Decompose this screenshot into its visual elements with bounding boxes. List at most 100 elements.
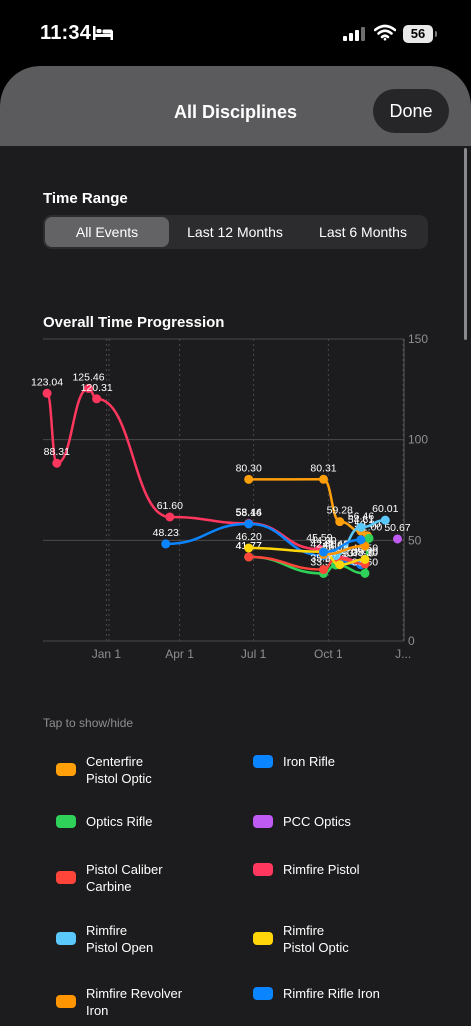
data-label: 80.31: [310, 462, 336, 474]
sheet-title: All Disciplines: [173, 102, 298, 122]
data-point: [244, 543, 254, 553]
legend-label: Rimfire Pistol Open: [86, 922, 246, 956]
data-point: [84, 383, 94, 393]
legend-label-line: Rimfire: [283, 923, 325, 938]
scroll-indicator[interactable]: [464, 148, 467, 340]
x-tick-label: Apr 1: [165, 647, 194, 661]
data-label: 58.44: [236, 506, 262, 518]
data-label: 48.23: [153, 527, 179, 539]
data-point: [356, 522, 366, 532]
x-tick-label: Oct 1: [314, 647, 343, 661]
data-point: [244, 519, 254, 529]
data-point: [42, 388, 52, 398]
y-tick-label: 150: [408, 332, 428, 346]
legend-swatch: [56, 763, 76, 776]
legend-label-line: Carbine: [86, 879, 132, 894]
data-point: [335, 560, 345, 570]
data-point: [356, 535, 366, 545]
data-label: 46.20: [236, 531, 262, 543]
legend-label-line: Pistol Optic: [283, 940, 349, 955]
legend-swatch: [253, 815, 273, 828]
sheet-header: All Disciplines Done: [0, 66, 471, 146]
legend-swatch: [56, 995, 76, 1008]
series-line: [248, 546, 366, 566]
data-point: [244, 474, 254, 484]
time-range-label: Time Range: [43, 190, 128, 207]
time-range-segmented-control: All Events Last 12 Months Last 6 Months: [43, 215, 428, 249]
segment-all-events[interactable]: All Events: [45, 217, 169, 247]
legend-label-line: Pistol Caliber: [86, 862, 163, 877]
data-point: [360, 568, 370, 578]
y-tick-label: 0: [408, 634, 415, 648]
data-label: 59.28: [327, 505, 353, 517]
battery-tip: [435, 31, 437, 37]
legend-swatch: [253, 987, 273, 1000]
data-label: 60.01: [372, 503, 398, 515]
segment-last-12-months[interactable]: Last 12 Months: [187, 224, 283, 240]
legend-label: Rimfire Pistol: [283, 861, 443, 878]
data-label: 39.00: [352, 545, 378, 557]
data-point: [319, 547, 329, 557]
sleep-focus-icon: [93, 26, 113, 40]
legend-label: Rimfire Rifle Iron: [283, 985, 443, 1002]
legend-label: Optics Rifle: [86, 813, 246, 830]
legend-label-line: Rimfire Revolver: [86, 986, 183, 1001]
data-label: 38.30: [352, 547, 378, 559]
status-bar: 11:34 56: [0, 0, 471, 66]
legend-swatch: [56, 871, 76, 884]
y-tick-label: 100: [408, 433, 428, 447]
x-tick-label: J...: [395, 647, 411, 661]
legend-label: PCC Optics: [283, 813, 443, 830]
cellular-signal-icon: [343, 27, 365, 41]
data-point: [364, 533, 374, 543]
data-label: 50.67: [384, 522, 410, 534]
legend-label: Rimfire Revolver Iron: [86, 985, 246, 1019]
wifi-icon: [374, 24, 396, 41]
modal-sheet: All Disciplines Done Time Range All Even…: [0, 66, 471, 1026]
legend-label-line: Rimfire Pistol: [283, 862, 360, 877]
data-point: [319, 474, 329, 484]
data-point: [52, 458, 62, 468]
legend-label-line: Rimfire: [86, 923, 128, 938]
legend-label-line: Pistol Optic: [86, 771, 152, 786]
y-tick-label: 50: [408, 533, 422, 547]
data-label: 41.90: [323, 540, 349, 552]
legend-swatch: [56, 932, 76, 945]
data-label: 125.46: [72, 371, 104, 383]
data-label: 61.60: [157, 500, 183, 512]
chart-title: Overall Time Progression: [43, 314, 225, 331]
data-point: [244, 552, 254, 562]
legend-label-line: Pistol Open: [86, 940, 154, 955]
legend-swatch: [56, 815, 76, 828]
data-label: 88.31: [44, 446, 70, 458]
segment-last-6-months[interactable]: Last 6 Months: [319, 224, 407, 240]
data-label: 123.04: [31, 376, 63, 388]
legend-label-line: Centerfire: [86, 754, 144, 769]
legend-label: Pistol Caliber Carbine: [86, 861, 246, 895]
data-label: 45.59: [306, 532, 332, 544]
battery-indicator: 56: [403, 25, 433, 43]
legend-label-line: Rimfire Rifle Iron: [283, 986, 380, 1001]
series-line: [248, 555, 365, 571]
legend-label-line: Iron Rifle: [283, 754, 336, 769]
time-progression-chart[interactable]: 0 50 100 150 Jan 1 Apr 1 Jul 1 Oct 1 J... 123.04 8…: [0, 326, 471, 672]
status-time: 11:34: [40, 22, 92, 44]
data-point: [335, 517, 345, 527]
data-label: 58.16: [236, 507, 262, 519]
legend-label-line: Optics Rifle: [86, 814, 153, 829]
legend-label: Iron Rifle: [283, 753, 443, 770]
series-line: [323, 544, 365, 556]
legend-swatch: [253, 932, 273, 945]
x-tick-label: Jan 1: [92, 647, 122, 661]
legend-label-line: Iron: [86, 1003, 109, 1018]
x-tick-label: Jul 1: [241, 647, 267, 661]
data-point: [92, 394, 102, 404]
legend-label-line: PCC Optics: [283, 814, 351, 829]
legend-hint: Tap to show/hide: [43, 716, 134, 730]
data-point: [360, 554, 370, 564]
data-label: 42.42: [323, 539, 349, 551]
legend-swatch: [253, 863, 273, 876]
done-button[interactable]: Done: [373, 89, 449, 133]
data-point: [161, 539, 171, 549]
data-label: 42.40: [310, 539, 336, 551]
